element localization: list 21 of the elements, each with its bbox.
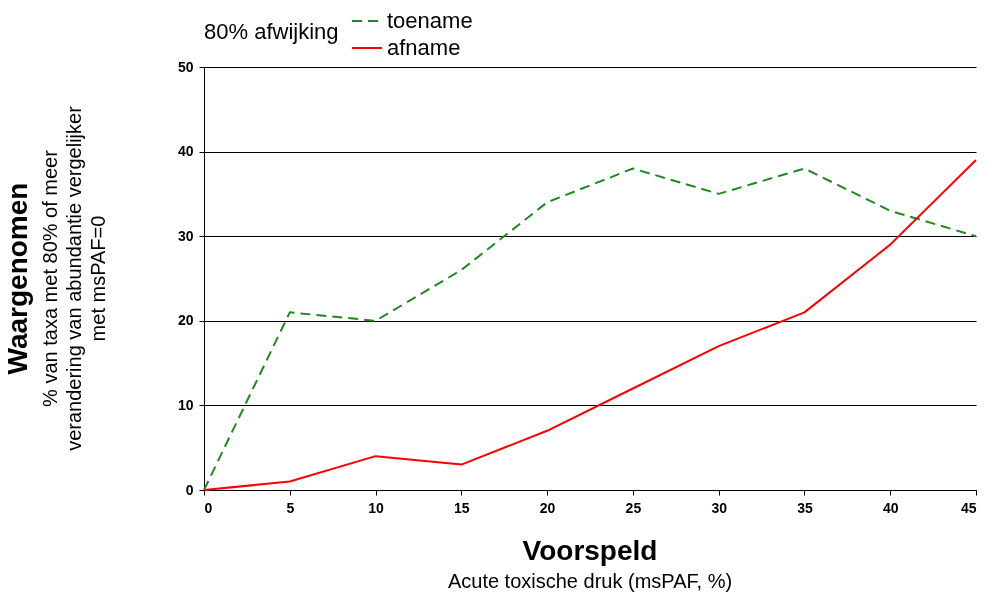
legend-label: afname <box>387 35 461 60</box>
x-tick-label: 15 <box>454 499 470 516</box>
x-tick-label: 20 <box>539 499 556 516</box>
y-tick-label: 30 <box>177 227 194 244</box>
y-tick-label: 40 <box>177 143 194 160</box>
y-tick-label: 10 <box>177 396 194 413</box>
x-tick-label: 5 <box>286 499 295 516</box>
x-tick-label: 25 <box>625 499 642 516</box>
legend-label: toename <box>387 8 473 33</box>
x-tick-label: 40 <box>882 499 899 516</box>
x-tick-label: 45 <box>960 499 977 516</box>
legend-title: 80% afwijking <box>204 19 339 44</box>
x-tick-label: 35 <box>797 499 813 516</box>
y-tick-label: 20 <box>177 312 194 329</box>
x-tick-label: 10 <box>368 499 385 516</box>
x-axis-title: Voorspeld Acute toxische druk (msPAF, %) <box>447 535 733 592</box>
x-tick-label: 0 <box>204 499 213 516</box>
x-tick-label: 30 <box>711 499 728 516</box>
y-axis-title: Waargenomen % van taxa met 80% of meer verandering van abundantie vergelijker met msPAF=0 <box>2 105 109 451</box>
y-tick-label: 0 <box>185 481 194 498</box>
y-tick-label: 50 <box>177 58 194 75</box>
